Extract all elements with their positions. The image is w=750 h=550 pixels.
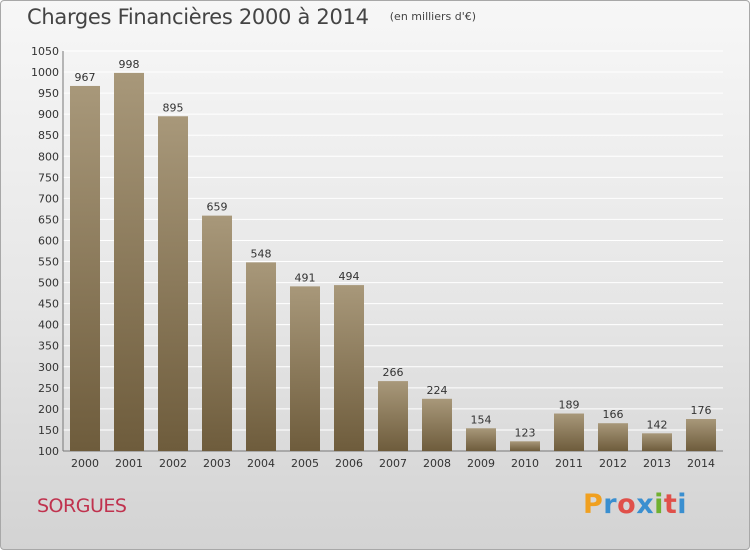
logo-letter: i (677, 489, 688, 520)
data-label: 224 (427, 384, 448, 397)
data-label: 659 (207, 201, 228, 214)
bar (246, 262, 276, 451)
y-tick-label: 400 (38, 319, 59, 332)
y-tick-label: 950 (38, 87, 59, 100)
bar (290, 286, 320, 451)
chart-subtitle: (en milliers d'€) (389, 10, 477, 23)
x-tick-label: 2006 (335, 457, 363, 470)
data-label: 189 (559, 399, 580, 412)
x-tick-label: 2007 (379, 457, 407, 470)
y-tick-label: 1050 (31, 45, 59, 58)
y-tick-label: 450 (38, 298, 59, 311)
logo-letter: r (603, 489, 618, 520)
y-tick-label: 700 (38, 192, 59, 205)
bar (510, 441, 540, 451)
y-tick-label: 750 (38, 171, 59, 184)
data-label: 491 (295, 271, 316, 284)
commune-name: SORGUES (37, 495, 127, 517)
x-tick-label: 2004 (247, 457, 275, 470)
chart-title: Charges Financières 2000 à 2014 (27, 5, 369, 29)
bar (466, 428, 496, 451)
data-label: 266 (383, 366, 404, 379)
bar (642, 433, 672, 451)
logo-letter: i (654, 489, 664, 520)
data-label: 895 (163, 101, 184, 114)
data-label: 142 (647, 418, 668, 431)
bar (202, 215, 232, 451)
data-label: 176 (691, 404, 712, 417)
proxiti-logo: Proxiti (583, 489, 687, 520)
logo-letter: t (663, 489, 678, 520)
y-tick-label: 500 (38, 277, 59, 290)
y-tick-label: 350 (38, 340, 59, 353)
y-tick-label: 100 (38, 445, 59, 458)
logo-letter: x (636, 489, 655, 520)
bar (158, 116, 188, 452)
y-tick-label: 1000 (31, 66, 59, 79)
x-tick-label: 2001 (115, 457, 143, 470)
y-tick-label: 250 (38, 382, 59, 395)
x-tick-label: 2008 (423, 457, 451, 470)
data-label: 548 (251, 247, 272, 260)
bar (70, 85, 100, 452)
bar (114, 72, 144, 451)
logo-letter: o (617, 489, 637, 520)
y-tick-label: 850 (38, 129, 59, 142)
bar (598, 423, 628, 451)
bar (334, 285, 364, 451)
x-tick-label: 2009 (467, 457, 495, 470)
x-tick-label: 2002 (159, 457, 187, 470)
data-label: 494 (339, 270, 360, 283)
bar (554, 413, 584, 451)
bar (686, 419, 716, 451)
y-tick-label: 300 (38, 361, 59, 374)
data-label: 998 (119, 58, 140, 71)
x-tick-label: 2014 (687, 457, 715, 470)
data-label: 123 (515, 426, 536, 439)
data-label: 154 (471, 413, 492, 426)
data-label: 967 (75, 71, 96, 84)
y-tick-label: 600 (38, 234, 59, 247)
x-tick-label: 2003 (203, 457, 231, 470)
data-label: 166 (603, 408, 624, 421)
y-tick-label: 550 (38, 256, 59, 269)
x-tick-label: 2013 (643, 457, 671, 470)
y-tick-label: 800 (38, 150, 59, 163)
y-tick-label: 650 (38, 213, 59, 226)
bar (422, 398, 452, 451)
y-tick-label: 150 (38, 424, 59, 437)
y-tick-label: 200 (38, 403, 59, 416)
x-tick-label: 2012 (599, 457, 627, 470)
x-tick-label: 2005 (291, 457, 319, 470)
bar (378, 381, 408, 451)
x-tick-label: 2011 (555, 457, 583, 470)
x-tick-label: 2010 (511, 457, 539, 470)
x-tick-label: 2000 (71, 457, 99, 470)
logo-letter: P (583, 489, 604, 520)
y-tick-label: 900 (38, 108, 59, 121)
title-row: Charges Financières 2000 à 2014 (en mill… (27, 5, 476, 29)
